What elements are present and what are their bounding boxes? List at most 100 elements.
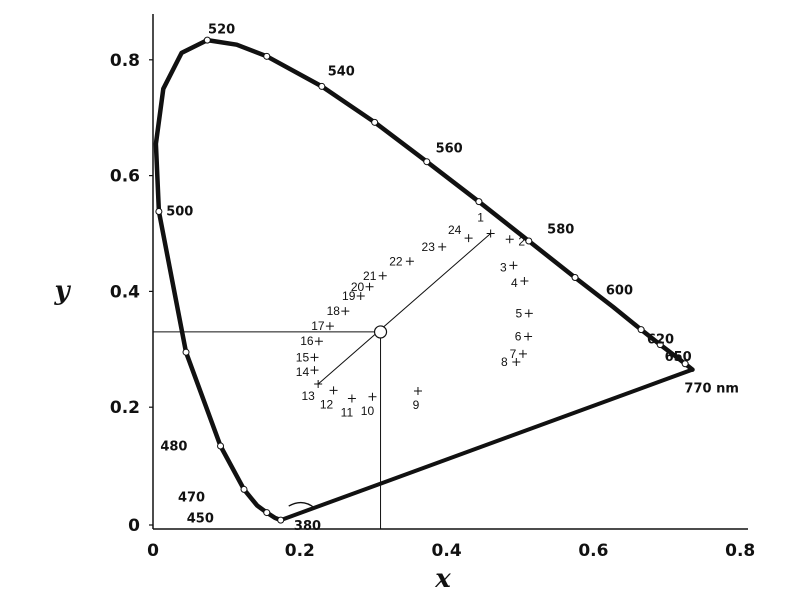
locus-marker [656, 341, 664, 349]
wavelength-label: 450 [187, 511, 214, 526]
x-tick-label: 0 [147, 541, 159, 561]
wavelength-label: 560 [436, 141, 463, 156]
x-tick-label: 0.8 [725, 541, 755, 561]
x-tick-label: 0.4 [432, 541, 462, 561]
sample-point-label: 11 [341, 406, 354, 420]
sample-point-marker [341, 307, 350, 316]
sample-point-label: 17 [311, 319, 325, 333]
sample-point-marker [356, 292, 365, 301]
sample-point-marker [509, 261, 518, 270]
sample-point-marker [365, 282, 374, 291]
sample-point-label: 15 [296, 350, 310, 364]
locus-marker [155, 207, 163, 215]
spectral-locus-curve [153, 37, 695, 523]
locus-marker [475, 198, 483, 206]
sample-point-label: 7 [510, 347, 517, 361]
wavelength-label: 470 [178, 491, 205, 506]
wavelength-label: 600 [606, 283, 633, 298]
sample-point-marker [405, 257, 414, 266]
locus-marker [571, 274, 579, 282]
sample-point-marker [314, 337, 323, 346]
white-point-marker [373, 325, 388, 339]
line-of-purples [280, 367, 694, 522]
wavelength-label: 520 [208, 23, 235, 38]
wavelength-label: 620 [647, 333, 674, 348]
axes: x y [53, 14, 748, 594]
spectral-locus [153, 37, 695, 523]
locus-marker [182, 348, 190, 356]
sample-point-marker [314, 380, 323, 389]
sample-point-marker [347, 394, 356, 403]
sample-point-marker [486, 229, 495, 238]
wavelength-label: 480 [160, 440, 187, 455]
sample-point-label: 21 [363, 269, 377, 283]
y-tick-label: 0 [128, 516, 140, 536]
locus-marker [263, 52, 271, 60]
sample-point-label: 10 [361, 404, 375, 418]
sample-point-label: 23 [422, 240, 436, 254]
locus-marker [423, 158, 431, 166]
sample-point-marker [325, 322, 334, 331]
sample-point-label: 16 [300, 334, 314, 348]
locus-marker [240, 485, 248, 493]
locus-marker [637, 326, 645, 334]
sample-point-label: 13 [301, 389, 315, 403]
dominant-wavelength-line [317, 233, 491, 385]
sample-point-marker [505, 235, 514, 244]
sample-point-marker [310, 366, 319, 375]
wavelength-label: 380 [294, 519, 321, 534]
sample-point-marker [520, 276, 529, 285]
wavelength-label: 500 [166, 205, 193, 220]
sample-point-label: 14 [296, 365, 310, 379]
y-tick-labels: 0 0.2 0.4 0.6 0.8 [110, 51, 153, 536]
wavelength-label: 770 nm [684, 382, 738, 397]
locus-marker [681, 360, 689, 368]
y-tick-label: 0.6 [110, 167, 140, 187]
locus-markers [155, 36, 689, 524]
locus-marker [371, 118, 379, 126]
y-axis-title: y [53, 276, 71, 306]
sample-point-label: 5 [515, 306, 522, 320]
sample-point-marker [413, 386, 422, 395]
sample-point-label: 20 [351, 280, 365, 294]
x-tick-label: 0.2 [285, 541, 315, 561]
y-tick-label: 0.8 [110, 51, 140, 71]
purple-line-segment [280, 367, 694, 522]
sample-point-marker [512, 358, 521, 367]
sample-point-label: 8 [501, 355, 508, 369]
sample-point-marker [524, 309, 533, 318]
purple-line-arrow [288, 501, 316, 509]
locus-marker [203, 36, 211, 44]
sample-point-label: 18 [327, 304, 341, 318]
sample-point-marker [464, 234, 473, 243]
sample-point-label: 2 [518, 234, 525, 248]
sample-point-marker [329, 386, 338, 395]
wavelength-label: 650 [665, 350, 692, 365]
sample-point-label: 24 [448, 223, 462, 237]
sample-point-label: 4 [511, 276, 518, 290]
sample-point-label: 3 [500, 260, 507, 274]
locus-marker [263, 509, 271, 517]
sample-point-marker [438, 242, 447, 251]
y-tick-label: 0.4 [110, 282, 140, 302]
sample-point-label: 19 [342, 289, 356, 303]
wavelength-label: 540 [328, 64, 355, 79]
sample-point-marker [518, 349, 527, 358]
locus-marker [217, 442, 225, 450]
sample-point-label: 9 [413, 398, 420, 412]
x-axis-title: x [434, 564, 451, 594]
sample-point-marker [524, 332, 533, 341]
sample-point-marker [378, 271, 387, 280]
y-tick-label: 0.2 [110, 398, 140, 418]
white-point-guides [153, 233, 491, 529]
locus-marker [277, 516, 285, 524]
sample-point-label: 6 [515, 330, 522, 344]
x-tick-labels: 0 0.2 0.4 0.6 0.8 [147, 541, 755, 561]
locus-marker [318, 82, 326, 90]
locus-marker [525, 237, 533, 245]
sample-point-label: 12 [320, 397, 334, 411]
x-tick-label: 0.6 [578, 541, 608, 561]
